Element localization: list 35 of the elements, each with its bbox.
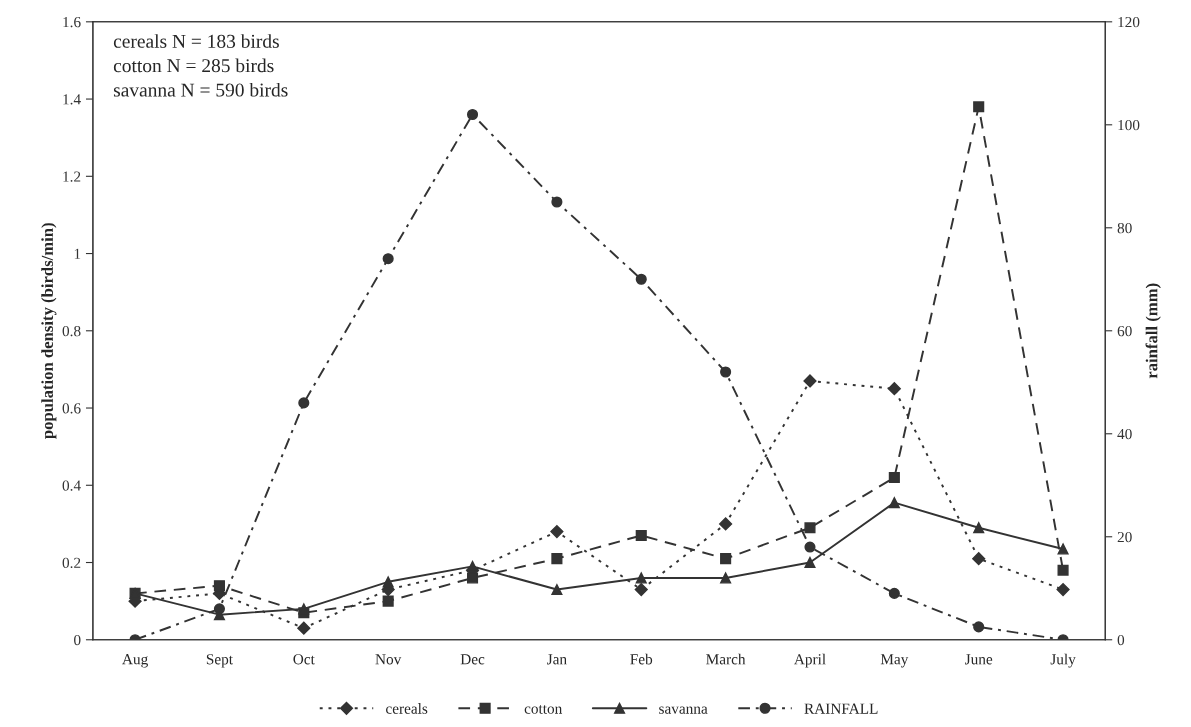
annotation: cereals N = 183 birds cotton N = 285 birds savanna N = 590 birds [113, 34, 288, 97]
y2-tick-label: 20 [1117, 531, 1132, 543]
x-tick-label: Aug [122, 654, 148, 668]
y-tick-label: 1.6 [63, 16, 81, 28]
y-tick-label: 0.2 [62, 557, 81, 569]
y-tick-label: 0 [74, 634, 81, 646]
x-tick-label: May [880, 654, 909, 668]
x-tick-label: Dec [460, 654, 485, 665]
y2-tick-label: 60 [1117, 325, 1132, 337]
x-tick-label: April [794, 653, 826, 668]
x-tick-label: March [706, 653, 746, 665]
x-tick-label: Oct [293, 654, 315, 665]
x-tick-label: June [965, 654, 993, 665]
x-tick-label: Feb [630, 653, 653, 665]
y-axis-title: population density (birds/min) [41, 223, 57, 439]
y-tick-label: 1.4 [63, 94, 81, 105]
x-tick-label: Nov [375, 654, 402, 665]
y-tick-label: 0.6 [62, 403, 81, 414]
y-tick-label: 1.2 [63, 171, 81, 182]
y2-tick-label: 40 [1117, 428, 1132, 440]
y2-axis-title: rainfall (mm) [1145, 283, 1161, 379]
legend-label: cereals [386, 703, 428, 714]
legend-label: cotton [524, 705, 563, 714]
y-tick-label: 0.8 [62, 325, 81, 337]
x-tick-label: Sept [206, 654, 233, 668]
y2-tick-label: 100 [1118, 119, 1140, 131]
y2-tick-label: 0 [1117, 634, 1125, 646]
y2-tick-label: 80 [1117, 222, 1132, 234]
y-tick-label: 1 [74, 248, 81, 259]
x-tick-label: July [1050, 653, 1076, 668]
y2-tick-label: 120 [1118, 16, 1140, 28]
y-tick-label: 0.4 [62, 480, 81, 491]
legend-label: RAINFALL [804, 703, 878, 714]
x-tick-label: Jan [547, 654, 567, 665]
legend-label: savanna [659, 706, 708, 714]
